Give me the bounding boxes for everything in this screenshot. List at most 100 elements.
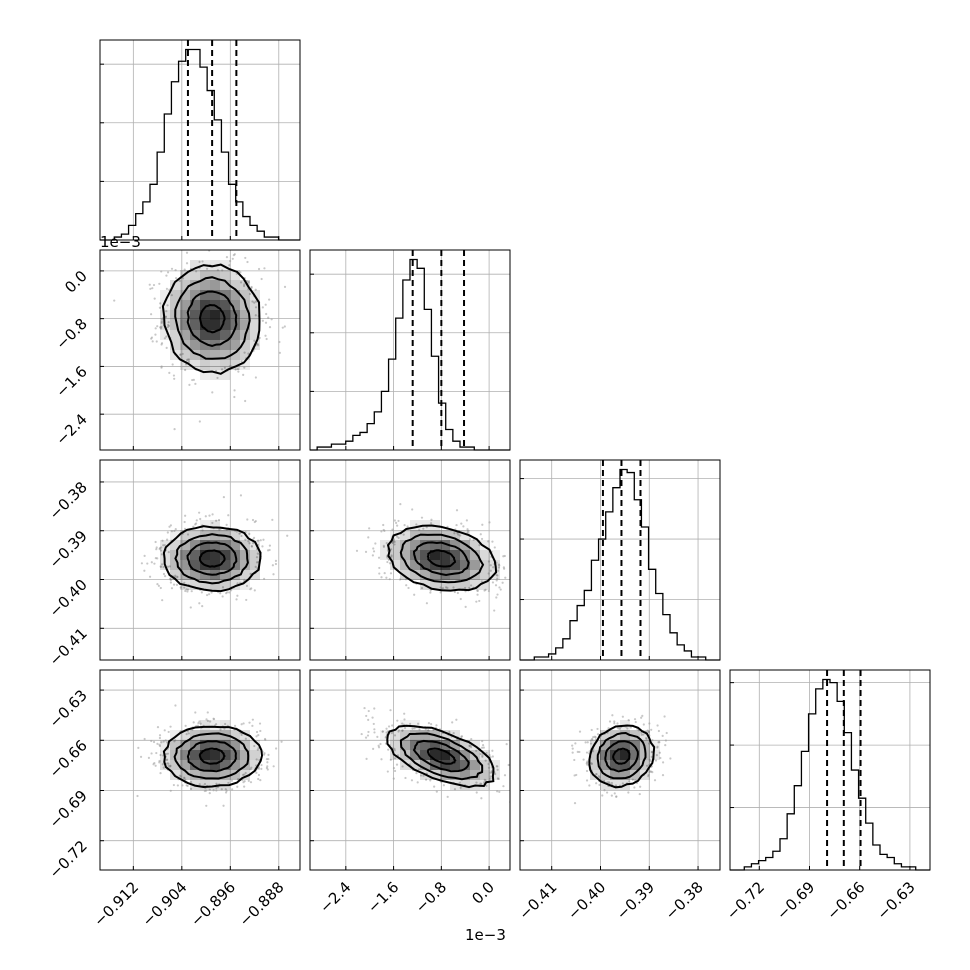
sample-point — [363, 706, 366, 710]
sample-point — [227, 514, 230, 517]
sample-point — [399, 503, 402, 506]
sample-point — [503, 774, 507, 777]
density-cell — [640, 730, 650, 740]
density-cell — [220, 310, 230, 320]
sample-point — [595, 782, 598, 785]
contour-level-3 — [588, 724, 656, 789]
sample-point — [278, 351, 281, 354]
density-cell — [630, 750, 640, 760]
sample-point — [231, 788, 234, 791]
sample-point — [253, 744, 256, 748]
sample-point — [203, 782, 207, 786]
sample-point — [380, 758, 383, 761]
sample-point — [156, 325, 159, 328]
sample-point — [140, 562, 143, 565]
density-cell — [230, 570, 240, 580]
sample-point — [401, 765, 404, 768]
sample-point — [179, 775, 183, 778]
sample-point — [462, 525, 465, 528]
x-tick-label: −0.40 — [564, 878, 609, 923]
density-cell — [460, 560, 470, 570]
x-tick-label: −0.896 — [187, 878, 239, 930]
sample-point — [175, 583, 179, 586]
sample-point — [638, 792, 641, 796]
sample-point — [233, 253, 236, 256]
density-cell — [480, 550, 490, 560]
sample-point — [248, 292, 252, 296]
density-cell — [240, 570, 250, 580]
sample-point — [491, 540, 494, 543]
density-cell — [170, 760, 180, 770]
scatter-panel-3-2 — [519, 669, 721, 871]
sample-point — [482, 746, 485, 749]
density-cell — [210, 320, 220, 330]
density-cell — [200, 520, 210, 530]
sample-point — [247, 779, 250, 782]
sample-point — [435, 790, 438, 793]
y-tick-label: −0.66 — [46, 736, 91, 781]
sample-point — [176, 576, 179, 579]
density-cell — [190, 770, 200, 780]
sample-point — [161, 539, 164, 542]
sample-point — [390, 731, 393, 735]
sample-point — [248, 542, 251, 545]
density-cell — [210, 760, 220, 770]
density-cell — [210, 290, 220, 300]
sample-point — [367, 718, 370, 721]
sample-point — [475, 749, 478, 752]
density-cell — [240, 350, 250, 360]
sample-point — [493, 609, 496, 612]
density-cell — [200, 330, 210, 340]
sample-point — [160, 553, 164, 556]
sample-point — [628, 780, 631, 783]
sample-point — [648, 742, 651, 745]
sample-point — [485, 751, 488, 755]
density-cell — [450, 540, 460, 550]
sample-point — [225, 256, 229, 259]
density-cell — [450, 580, 460, 590]
sample-point — [404, 776, 407, 780]
sample-point — [159, 549, 163, 552]
sample-point — [236, 785, 239, 788]
density-cell — [210, 780, 220, 790]
sample-point — [480, 537, 484, 541]
sample-point — [639, 785, 642, 788]
scatter-panel-3-0 — [99, 669, 301, 871]
sample-point — [160, 741, 163, 744]
density-cell — [160, 740, 170, 750]
sample-point — [627, 719, 630, 722]
sample-point — [169, 789, 172, 792]
density-cell — [240, 360, 250, 370]
sample-point — [610, 781, 613, 785]
density-cell — [410, 560, 420, 570]
sample-point — [425, 602, 428, 605]
sample-point — [393, 543, 396, 546]
density-cell — [250, 740, 260, 750]
sample-point — [650, 755, 653, 758]
x-offset-label: 1e−3 — [465, 926, 506, 944]
density-cell — [170, 550, 180, 560]
density-cell — [380, 550, 390, 560]
density-cell — [650, 740, 660, 750]
density-cell — [410, 570, 420, 580]
sample-point — [664, 739, 668, 742]
density-cell — [220, 340, 230, 350]
density-cell — [430, 740, 440, 750]
sample-point — [403, 726, 407, 730]
density-cell — [240, 550, 250, 560]
sample-point — [429, 779, 432, 782]
sample-point — [511, 571, 513, 573]
sample-point — [200, 591, 203, 594]
density-cell — [160, 540, 170, 550]
sample-point — [459, 786, 462, 789]
sample-point — [221, 269, 224, 272]
density-cell — [480, 540, 490, 550]
sample-point — [388, 578, 391, 581]
sample-point — [525, 576, 527, 578]
sample-point — [469, 538, 472, 541]
panel-frame — [309, 669, 511, 871]
sample-point — [162, 544, 165, 547]
sample-point — [605, 791, 609, 794]
density-cell — [230, 360, 240, 370]
density-cell — [410, 540, 420, 550]
